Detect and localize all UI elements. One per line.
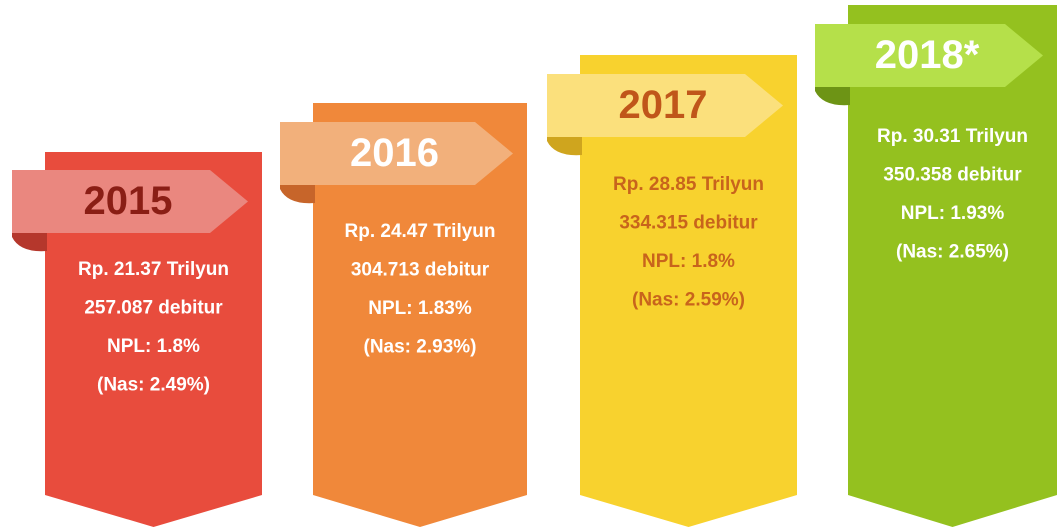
column-body [313, 103, 527, 527]
info-line: 334.315 debitur [619, 213, 758, 234]
info-line: Rp. 30.31 Trilyun [877, 126, 1028, 147]
info-line: (Nas: 2.49%) [97, 375, 210, 396]
column-body [580, 55, 797, 527]
info-line: (Nas: 2.93%) [364, 337, 477, 358]
year-label: 2016 [350, 131, 439, 175]
info-line: NPL: 1.93% [901, 203, 1005, 224]
year-label: 2017 [619, 83, 708, 127]
info-line: Rp. 24.47 Trilyun [345, 221, 496, 242]
info-line: NPL: 1.8% [642, 251, 735, 272]
info-line: (Nas: 2.59%) [632, 290, 745, 311]
year-column: 2018* Rp. 30.31 Trilyun 350.358 debitur NPL… [815, 5, 1057, 527]
column-body [45, 152, 262, 527]
info-line: NPL: 1.83% [368, 298, 472, 319]
ribbon [280, 122, 513, 185]
ribbon [12, 170, 248, 233]
info-line: 304.713 debitur [351, 260, 490, 281]
year-label: 2015 [84, 179, 173, 223]
info-line: Rp. 21.37 Trilyun [78, 259, 229, 280]
column-body [848, 5, 1057, 527]
info-line: NPL: 1.8% [107, 336, 200, 357]
info-line: Rp. 28.85 Trilyun [613, 174, 764, 195]
year-column: 2016 Rp. 24.47 Trilyun 304.713 debitur NPL:… [280, 103, 527, 527]
info-line: 257.087 debitur [84, 298, 223, 319]
info-line: 350.358 debitur [883, 165, 1022, 186]
year-column: 2015 Rp. 21.37 Trilyun 257.087 debitur NPL:… [12, 152, 262, 527]
ribbon [815, 24, 1043, 87]
info-line: (Nas: 2.65%) [896, 242, 1009, 263]
year-column: 2017 Rp. 28.85 Trilyun 334.315 debitur NPL:… [547, 55, 797, 527]
ribbon [547, 74, 783, 137]
year-label: 2018* [875, 33, 980, 77]
